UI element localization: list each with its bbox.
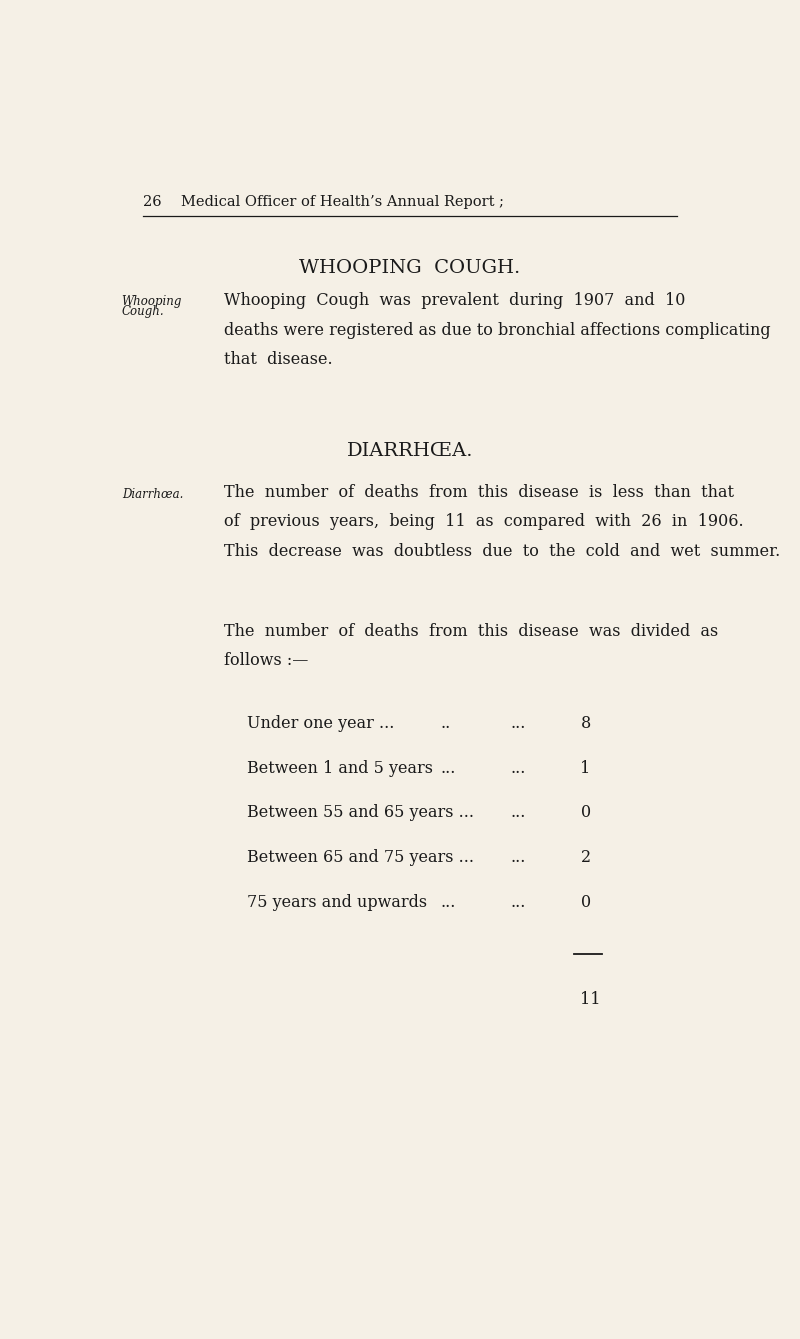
Text: 75 years and upwards: 75 years and upwards: [247, 893, 427, 911]
Text: follows :—: follows :—: [224, 652, 308, 670]
Text: 1: 1: [581, 759, 590, 777]
Text: that  disease.: that disease.: [224, 351, 333, 368]
Text: ...: ...: [510, 849, 526, 866]
Text: 26: 26: [142, 195, 162, 209]
Text: The  number  of  deaths  from  this  disease  is  less  than  that: The number of deaths from this disease i…: [224, 485, 734, 501]
Text: ...: ...: [510, 715, 526, 732]
Text: Whooping  Cough  was  prevalent  during  1907  and  10: Whooping Cough was prevalent during 1907…: [224, 292, 686, 309]
Text: deaths were registered as due to bronchial affections complicating: deaths were registered as due to bronchi…: [224, 321, 770, 339]
Text: ...: ...: [510, 893, 526, 911]
Text: ...: ...: [441, 893, 456, 911]
Text: Between 1 and 5 years: Between 1 and 5 years: [247, 759, 434, 777]
Text: ...: ...: [510, 805, 526, 821]
Text: ...: ...: [510, 759, 526, 777]
Text: WHOOPING  COUGH.: WHOOPING COUGH.: [299, 260, 521, 277]
Text: 8: 8: [581, 715, 590, 732]
Text: Under one year ...: Under one year ...: [247, 715, 394, 732]
Text: DIARRHŒA.: DIARRHŒA.: [346, 442, 474, 459]
Text: This  decrease  was  doubtless  due  to  the  cold  and  wet  summer.: This decrease was doubtless due to the c…: [224, 542, 780, 560]
Text: 11: 11: [581, 991, 601, 1008]
Text: Between 55 and 65 years ...: Between 55 and 65 years ...: [247, 805, 474, 821]
Text: Cough.: Cough.: [122, 305, 164, 319]
Text: ..: ..: [441, 715, 451, 732]
Text: The  number  of  deaths  from  this  disease  was  divided  as: The number of deaths from this disease w…: [224, 623, 718, 640]
Text: Between 65 and 75 years ...: Between 65 and 75 years ...: [247, 849, 474, 866]
Text: Whooping: Whooping: [122, 295, 182, 308]
Text: 0: 0: [581, 805, 590, 821]
Text: 2: 2: [581, 849, 590, 866]
Text: ...: ...: [441, 759, 456, 777]
Text: of  previous  years,  being  11  as  compared  with  26  in  1906.: of previous years, being 11 as compared …: [224, 513, 744, 530]
Text: Medical Officer of Health’s Annual Report ;: Medical Officer of Health’s Annual Repor…: [182, 195, 504, 209]
Text: Diarrhœa.: Diarrhœa.: [122, 487, 183, 501]
Text: 0: 0: [581, 893, 590, 911]
